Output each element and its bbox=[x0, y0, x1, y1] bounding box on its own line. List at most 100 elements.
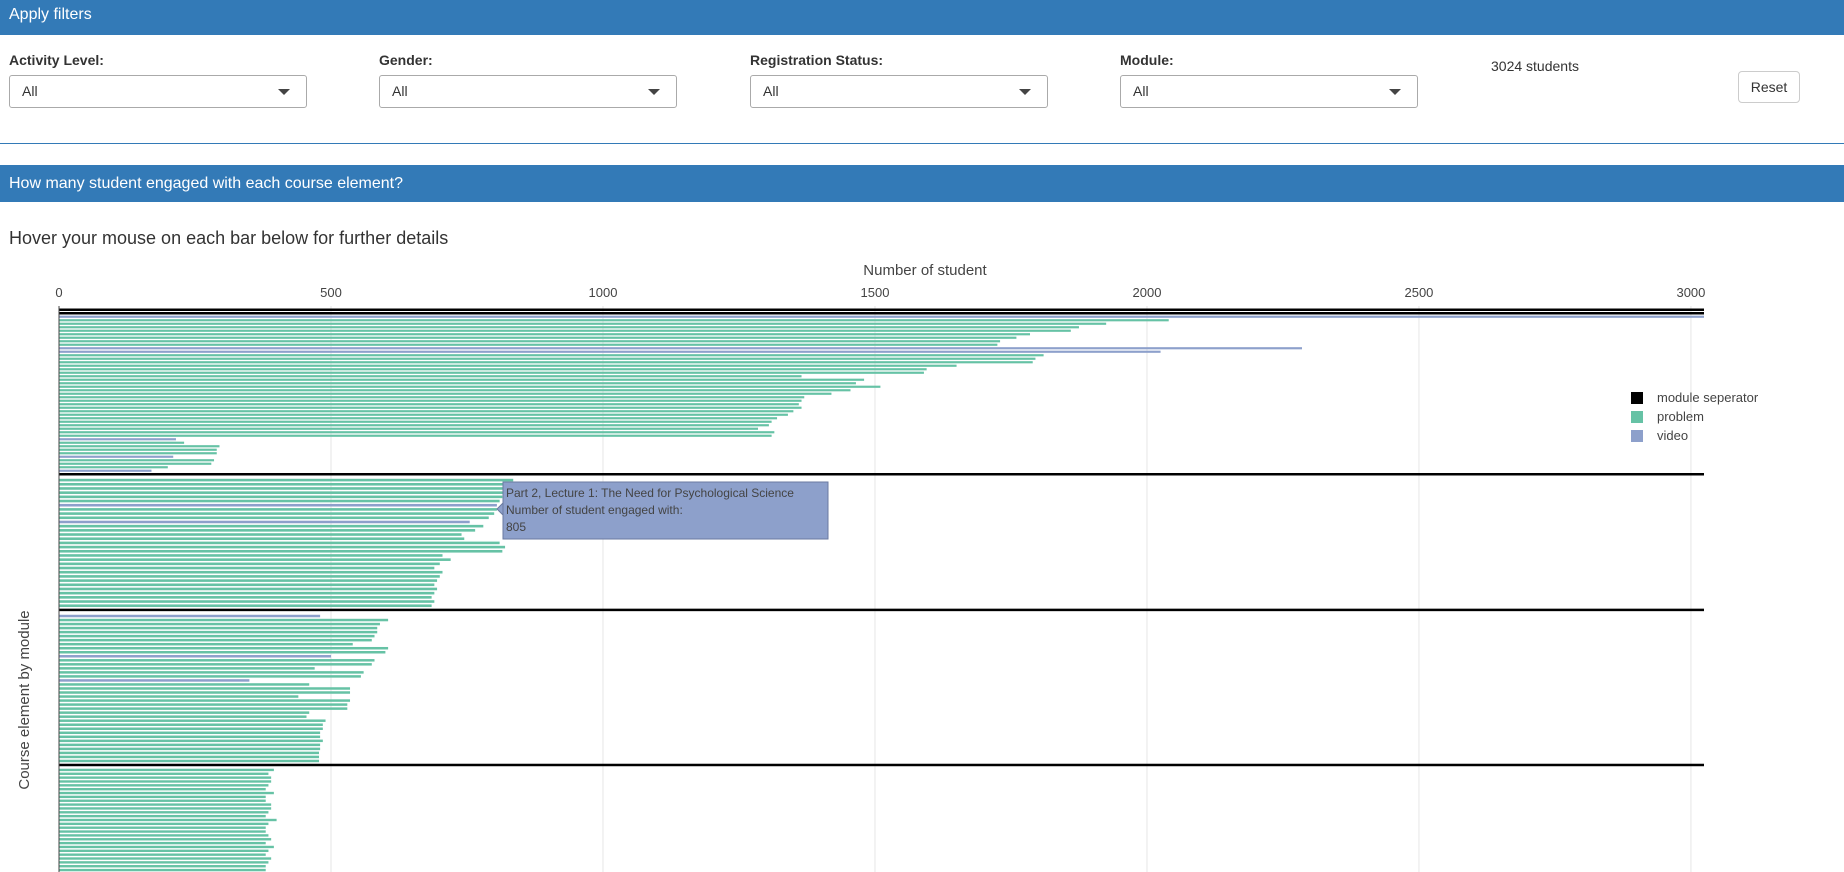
problem-bar[interactable] bbox=[59, 512, 495, 515]
module-separator-bar[interactable] bbox=[59, 473, 1704, 476]
problem-bar[interactable] bbox=[59, 445, 220, 448]
problem-bar[interactable] bbox=[59, 378, 865, 381]
problem-bar[interactable] bbox=[59, 841, 266, 845]
problem-bar[interactable] bbox=[59, 329, 1071, 332]
problem-bar[interactable] bbox=[59, 667, 315, 670]
problem-bar[interactable] bbox=[59, 399, 802, 402]
problem-bar[interactable] bbox=[59, 723, 323, 726]
activity-level-select[interactable]: All bbox=[9, 75, 307, 108]
problem-bar[interactable] bbox=[59, 396, 805, 399]
problem-bar[interactable] bbox=[59, 420, 772, 423]
problem-bar[interactable] bbox=[59, 600, 435, 603]
problem-bar[interactable] bbox=[59, 699, 351, 702]
problem-bar[interactable] bbox=[59, 596, 432, 599]
problem-bar[interactable] bbox=[59, 434, 772, 437]
problem-bar[interactable] bbox=[59, 695, 299, 698]
problem-bar[interactable] bbox=[59, 566, 435, 570]
problem-bar[interactable] bbox=[59, 570, 443, 574]
problem-bar[interactable] bbox=[59, 822, 269, 826]
problem-bar[interactable] bbox=[59, 865, 266, 868]
problem-bar[interactable] bbox=[59, 403, 799, 406]
problem-bar[interactable] bbox=[59, 803, 272, 806]
problem-bar[interactable] bbox=[59, 787, 266, 791]
video-bar[interactable] bbox=[59, 350, 1161, 353]
problem-bar[interactable] bbox=[59, 830, 266, 833]
problem-bar[interactable] bbox=[59, 322, 1107, 325]
problem-bar[interactable] bbox=[59, 499, 500, 503]
video-bar[interactable] bbox=[59, 469, 152, 472]
problem-bar[interactable] bbox=[59, 441, 185, 444]
problem-bar[interactable] bbox=[59, 516, 489, 520]
problem-bar[interactable] bbox=[59, 431, 775, 434]
problem-bar[interactable] bbox=[59, 630, 378, 634]
problem-bar[interactable] bbox=[59, 529, 476, 532]
problem-bar[interactable] bbox=[59, 549, 503, 553]
problem-bar[interactable] bbox=[59, 811, 269, 814]
problem-bar[interactable] bbox=[59, 482, 511, 486]
problem-bar[interactable] bbox=[59, 671, 364, 674]
problem-bar[interactable] bbox=[59, 799, 266, 802]
problem-bar[interactable] bbox=[59, 759, 320, 763]
gender-select[interactable]: All bbox=[379, 75, 677, 108]
problem-bar[interactable] bbox=[59, 772, 269, 775]
problem-bar[interactable] bbox=[59, 849, 269, 853]
problem-bar[interactable] bbox=[59, 354, 1044, 357]
problem-bar[interactable] bbox=[59, 343, 998, 346]
problem-bar[interactable] bbox=[59, 731, 321, 735]
problem-bar[interactable] bbox=[59, 413, 788, 416]
video-bar[interactable] bbox=[59, 347, 1302, 350]
video-bar[interactable] bbox=[59, 520, 470, 524]
problem-bar[interactable] bbox=[59, 634, 375, 638]
problem-bar[interactable] bbox=[59, 818, 277, 822]
module-separator-bar[interactable] bbox=[59, 312, 1704, 315]
module-separator-bar[interactable] bbox=[59, 308, 1704, 312]
problem-bar[interactable] bbox=[59, 651, 386, 654]
problem-bar[interactable] bbox=[59, 659, 375, 662]
problem-bar[interactable] bbox=[59, 533, 462, 536]
problem-bar[interactable] bbox=[59, 427, 759, 430]
problem-bar[interactable] bbox=[59, 385, 881, 388]
problem-bar[interactable] bbox=[59, 375, 802, 378]
reset-button[interactable]: Reset bbox=[1738, 71, 1800, 103]
problem-bar[interactable] bbox=[59, 834, 269, 837]
problem-bar[interactable] bbox=[59, 587, 438, 591]
problem-bar[interactable] bbox=[59, 776, 272, 779]
problem-bar[interactable] bbox=[59, 406, 802, 409]
problem-bar[interactable] bbox=[59, 747, 321, 751]
problem-bar[interactable] bbox=[59, 392, 832, 395]
problem-bar[interactable] bbox=[59, 853, 266, 856]
problem-bar[interactable] bbox=[59, 604, 432, 608]
problem-bar[interactable] bbox=[59, 424, 769, 427]
problem-bar[interactable] bbox=[59, 838, 272, 841]
problem-bar[interactable] bbox=[59, 735, 321, 739]
video-bar[interactable] bbox=[59, 315, 1704, 318]
problem-bar[interactable] bbox=[59, 826, 266, 829]
problem-bar[interactable] bbox=[59, 491, 506, 494]
problem-bar[interactable] bbox=[59, 807, 272, 810]
problem-bar[interactable] bbox=[59, 784, 269, 787]
problem-bar[interactable] bbox=[59, 715, 307, 718]
problem-bar[interactable] bbox=[59, 371, 924, 374]
problem-bar[interactable] bbox=[59, 459, 215, 462]
problem-bar[interactable] bbox=[59, 687, 351, 690]
problem-bar[interactable] bbox=[59, 541, 500, 545]
problem-bar[interactable] bbox=[59, 357, 1036, 360]
problem-bar[interactable] bbox=[59, 663, 372, 666]
video-bar[interactable] bbox=[59, 655, 331, 658]
problem-bar[interactable] bbox=[59, 719, 326, 722]
problem-bar[interactable] bbox=[59, 638, 372, 642]
problem-bar[interactable] bbox=[59, 642, 353, 646]
problem-bar[interactable] bbox=[59, 364, 957, 367]
problem-bar[interactable] bbox=[59, 452, 217, 455]
problem-bar[interactable] bbox=[59, 675, 361, 678]
module-select[interactable]: All bbox=[1120, 75, 1418, 108]
problem-bar[interactable] bbox=[59, 579, 438, 582]
problem-bar[interactable] bbox=[59, 861, 269, 864]
problem-bar[interactable] bbox=[59, 487, 508, 490]
problem-bar[interactable] bbox=[59, 583, 435, 587]
video-bar[interactable] bbox=[59, 455, 174, 458]
video-bar[interactable] bbox=[59, 438, 176, 441]
problem-bar[interactable] bbox=[59, 646, 389, 650]
problem-bar[interactable] bbox=[59, 618, 389, 622]
problem-bar[interactable] bbox=[59, 626, 378, 630]
